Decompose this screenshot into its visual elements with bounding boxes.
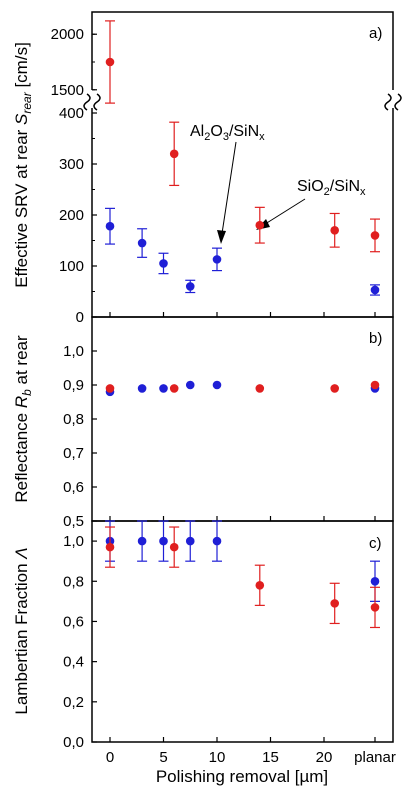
x-axis-label: Polishing removal [µm] [156, 767, 328, 786]
panel-a-ytick-label: 400 [59, 105, 84, 122]
panel-a-ylabel: Effective SRV at rear Srear [cm/s] [12, 42, 34, 288]
panel-a-ytick-label: 0 [76, 309, 84, 326]
data-point [255, 580, 265, 590]
panel-c-ytick-label: 0,6 [63, 613, 84, 630]
data-point [105, 542, 115, 552]
data-point [330, 226, 340, 235]
panel-a-ytick-label: 300 [59, 156, 84, 173]
data-point [105, 221, 115, 231]
xtick-label: 5 [159, 749, 167, 766]
panel-b-ylabel: Reflectance Rb at rear [12, 335, 34, 503]
data-point [159, 384, 168, 393]
data-point [185, 380, 195, 390]
data-point [159, 536, 168, 546]
panel-c-ytick-label: 1,0 [63, 533, 84, 550]
panel-c-frame [91, 520, 394, 743]
axis-break [80, 90, 404, 111]
data-point [370, 380, 380, 390]
data-point [370, 576, 380, 586]
panel-c-ytick-label: 0,0 [63, 734, 84, 751]
data-point [255, 384, 265, 393]
data-marks [105, 20, 380, 629]
data-point [212, 536, 222, 546]
data-point [169, 542, 179, 552]
xtick-label: 15 [262, 749, 279, 766]
data-point [105, 57, 115, 67]
panel-a-ytick-label: 100 [59, 258, 84, 275]
panel-c-label: c) [369, 535, 382, 552]
panel-b-frame [91, 316, 394, 522]
data-point [159, 259, 168, 268]
panel-c-ytick-label: 0,4 [63, 654, 84, 671]
data-point [212, 380, 222, 390]
panel-c-ytick-label: 0,2 [63, 694, 84, 711]
xtick-label: 20 [316, 749, 333, 766]
data-point [169, 149, 179, 159]
panel-b-ytick-label: 1,0 [63, 343, 84, 360]
data-point [185, 282, 195, 291]
annotation-sio2: SiO2/SiNx [256, 178, 366, 230]
panel-c-ylabel: Lambertian Fraction Λ [12, 547, 31, 714]
data-point [370, 231, 380, 240]
panel-b-label: b) [369, 330, 382, 347]
data-point [105, 384, 115, 393]
data-point [370, 285, 380, 295]
panel-b-ytick-label: 0,5 [63, 513, 84, 530]
panel-a-ytick-label: 200 [59, 207, 84, 224]
panel-a-label: a) [369, 25, 382, 42]
panel-c-ytick-label: 0,8 [63, 573, 84, 590]
data-point [169, 384, 179, 393]
panel-b-ytick-label: 0,9 [63, 377, 84, 394]
panel-a-frame [91, 11, 394, 318]
svg-text:Al2O3/SiNx: Al2O3/SiNx [190, 123, 265, 143]
data-point [185, 536, 195, 546]
xtick-label: 0 [106, 749, 114, 766]
xtick-label: 10 [209, 749, 226, 766]
panel-a-ytick-label: 1500 [51, 82, 84, 99]
data-point [137, 384, 147, 393]
panel-b-ytick-label: 0,7 [63, 445, 84, 462]
data-point [212, 255, 222, 264]
panel-b-ytick-label: 0,6 [63, 479, 84, 496]
xtick-label: planar [354, 749, 396, 766]
data-point [137, 238, 147, 248]
data-point [137, 536, 147, 546]
panel-a-ytick-label: 2000 [51, 26, 84, 43]
axis-ticks: 1500200001002003004000,50,60,70,80,91,00… [51, 26, 396, 766]
data-point [370, 603, 380, 612]
data-point [330, 384, 340, 393]
data-point [255, 220, 265, 230]
annotation-al2o3: Al2O3/SiNx [190, 123, 265, 244]
svg-text:SiO2/SiNx: SiO2/SiNx [297, 178, 366, 198]
data-point [330, 599, 340, 608]
panel-b-ytick-label: 0,8 [63, 411, 84, 428]
